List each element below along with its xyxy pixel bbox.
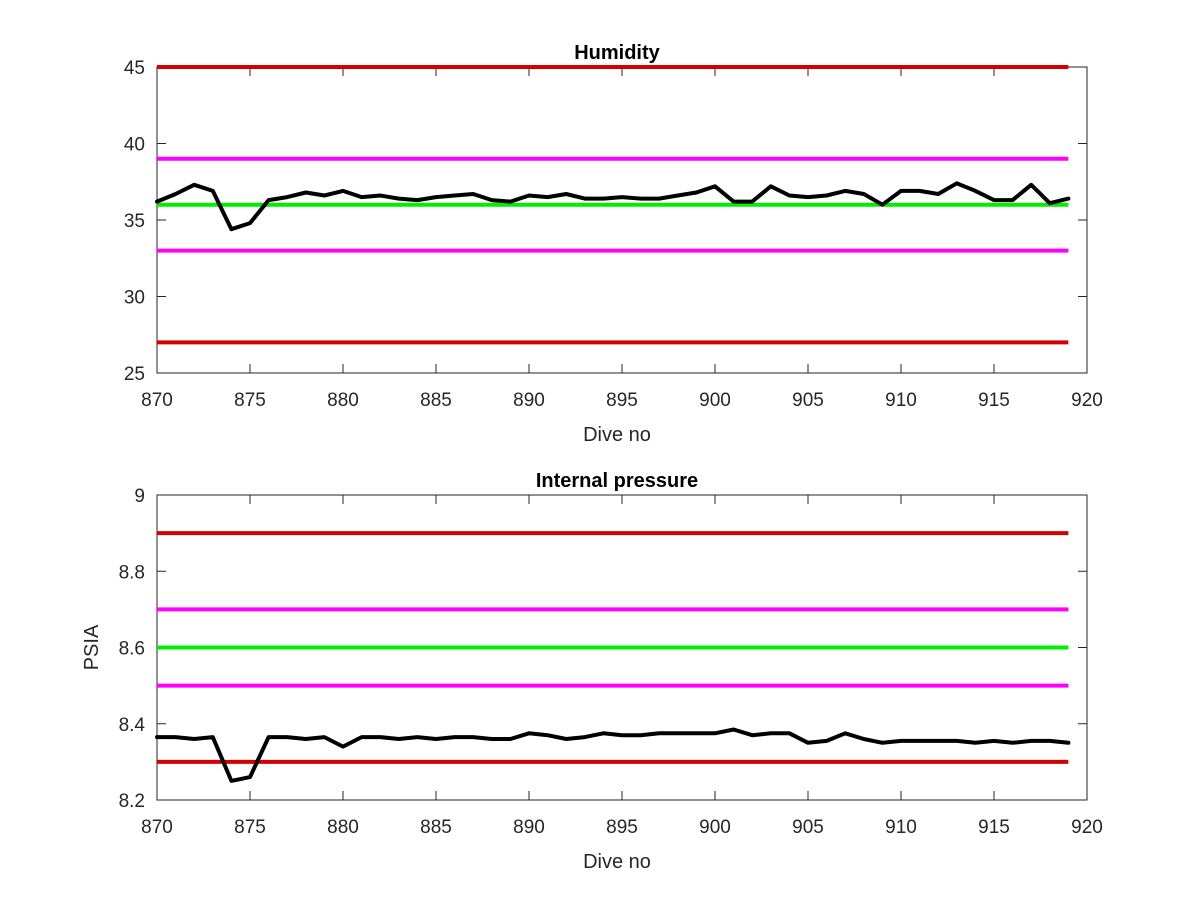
x-axis-label: Dive no [583, 851, 651, 873]
subplot-1: 870 875 880 885 890 895 900 905 910 915 920 25 30 35 4… [124, 42, 1103, 446]
y-tick-label: 8.8 [119, 562, 145, 583]
x-tick-label: 890 [513, 390, 545, 411]
data-series-line [155, 181, 1071, 232]
y-axis-label: PSIA [81, 624, 103, 670]
x-tick-label: 880 [327, 390, 359, 411]
x-tick-label: 915 [978, 817, 1010, 838]
y-tick-label: 8.2 [119, 791, 145, 812]
x-tick-label: 900 [699, 390, 731, 411]
x-tick-label: 885 [420, 817, 452, 838]
x-axis-label: Dive no [583, 424, 651, 446]
x-tick-label: 885 [420, 390, 452, 411]
data-series-line [155, 727, 1071, 783]
plot-title: Humidity [574, 42, 660, 64]
subplot-2: 870 875 880 885 890 895 900 905 910 915 920 8.2 8.4 8… [81, 470, 1103, 873]
y-tick-label: 8.6 [119, 639, 145, 660]
x-tick-label: 890 [513, 817, 545, 838]
x-tick-label: 895 [606, 390, 638, 411]
x-tick-label: 905 [792, 817, 824, 838]
x-tick-label: 905 [792, 390, 824, 411]
y-tick-label: 35 [124, 211, 145, 232]
x-tick-label: 910 [885, 390, 917, 411]
x-tick-label: 875 [234, 390, 266, 411]
x-tick-label: 910 [885, 817, 917, 838]
x-tick-label: 895 [606, 817, 638, 838]
x-tick-label: 870 [141, 390, 173, 411]
plot-title: Internal pressure [536, 470, 698, 492]
x-tick-label: 920 [1071, 390, 1103, 411]
y-tick-label: 8.4 [119, 715, 146, 736]
y-tick-label: 40 [124, 135, 145, 156]
x-tick-label: 920 [1071, 817, 1103, 838]
y-tick-label: 45 [124, 58, 145, 79]
axes-box [156, 66, 1088, 374]
y-tick-label: 30 [124, 288, 145, 309]
x-tick-label: 870 [141, 817, 173, 838]
x-tick-label: 880 [327, 817, 359, 838]
y-tick-label: 25 [124, 364, 145, 385]
y-tick-label: 9 [134, 486, 145, 507]
x-tick-label: 875 [234, 817, 266, 838]
x-tick-label: 900 [699, 817, 731, 838]
x-tick-label: 915 [978, 390, 1010, 411]
